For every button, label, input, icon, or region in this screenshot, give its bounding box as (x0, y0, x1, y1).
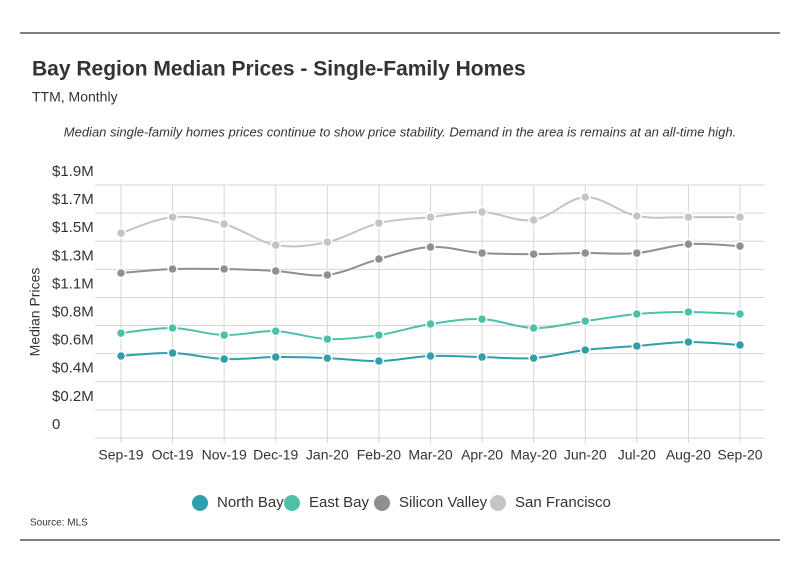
data-point (734, 240, 746, 252)
data-point (270, 325, 281, 337)
chart-title: Bay Region Median Prices - Single-Family… (32, 58, 526, 81)
data-point (476, 313, 488, 325)
data-point (528, 352, 539, 364)
legend-label: San Francisco (515, 494, 611, 511)
data-point (167, 211, 178, 223)
data-point (115, 327, 127, 339)
legend-marker (374, 495, 390, 511)
data-point (528, 248, 539, 260)
source: Source: MLS (30, 518, 88, 529)
data-point (373, 217, 385, 229)
data-point (322, 352, 333, 364)
data-point (683, 211, 694, 223)
data-point (322, 236, 333, 248)
data-point (425, 241, 436, 253)
x-tick-label: Dec-19 (253, 447, 298, 463)
data-point (580, 247, 591, 259)
data-point (218, 218, 230, 230)
annotation: Median single-family homes prices contin… (64, 124, 736, 139)
data-point (218, 329, 230, 341)
x-tick-label: Apr-20 (461, 447, 503, 463)
x-tick-label: Sep-20 (717, 447, 762, 463)
data-point (683, 238, 694, 250)
data-point (476, 206, 488, 218)
y-axis-label: Median Prices (27, 268, 43, 357)
data-point (115, 350, 127, 362)
data-point (115, 267, 127, 279)
x-tick-label: Jan-20 (306, 447, 349, 463)
y-tick-label: $1.1M (52, 275, 94, 292)
data-point (322, 333, 333, 345)
y-tick-label: $1.3M (52, 247, 94, 264)
data-point (631, 247, 643, 259)
data-point (734, 339, 746, 351)
x-tick-label: Jul-20 (618, 447, 656, 463)
legend-label: North Bay (217, 494, 284, 511)
data-point (373, 355, 385, 367)
legend-label: Silicon Valley (399, 494, 488, 511)
x-tick-label: Aug-20 (666, 447, 711, 463)
legend-marker (284, 495, 300, 511)
data-point (580, 344, 591, 356)
y-tick-label: $0.4M (52, 360, 94, 377)
y-tick-label: $0.8M (52, 304, 94, 321)
y-tick-label: $1.9M (52, 163, 94, 180)
data-point (631, 308, 643, 320)
data-point (167, 322, 178, 334)
data-point (734, 211, 746, 223)
data-point (218, 353, 230, 365)
y-tick-label: $1.7M (52, 191, 94, 208)
data-point (580, 191, 591, 203)
data-point (476, 247, 488, 259)
x-tick-label: Jun-20 (564, 447, 607, 463)
x-tick-label: Nov-19 (202, 447, 247, 463)
data-point (270, 265, 281, 277)
data-point (425, 211, 436, 223)
y-tick-label: $1.5M (52, 219, 94, 236)
data-point (167, 347, 178, 359)
data-point (528, 214, 539, 226)
data-point (167, 263, 178, 275)
y-tick-label: $0.6M (52, 332, 94, 349)
data-point (580, 315, 591, 327)
data-point (476, 351, 488, 363)
x-tick-label: May-20 (510, 447, 557, 463)
x-tick-label: Feb-20 (357, 447, 402, 463)
data-point (322, 269, 333, 281)
data-point (683, 306, 694, 318)
data-point (373, 329, 385, 341)
data-point (270, 239, 281, 251)
legend-marker (192, 495, 208, 511)
data-point (218, 263, 230, 275)
data-point (270, 351, 281, 363)
data-point (425, 318, 436, 330)
data-point (115, 227, 127, 239)
data-point (631, 210, 643, 222)
y-tick-label: 0 (52, 416, 60, 433)
chart-subtitle: TTM, Monthly (32, 89, 118, 105)
data-point (528, 322, 539, 334)
legend-marker (490, 495, 506, 511)
y-tick-label: $0.2M (52, 388, 94, 405)
x-tick-label: Mar-20 (408, 447, 453, 463)
data-point (683, 336, 694, 348)
x-tick-label: Oct-19 (152, 447, 194, 463)
data-point (734, 308, 746, 320)
x-tick-label: Sep-19 (98, 447, 143, 463)
data-point (631, 340, 643, 352)
data-point (373, 253, 385, 265)
legend-label: East Bay (309, 494, 370, 511)
data-point (425, 350, 436, 362)
